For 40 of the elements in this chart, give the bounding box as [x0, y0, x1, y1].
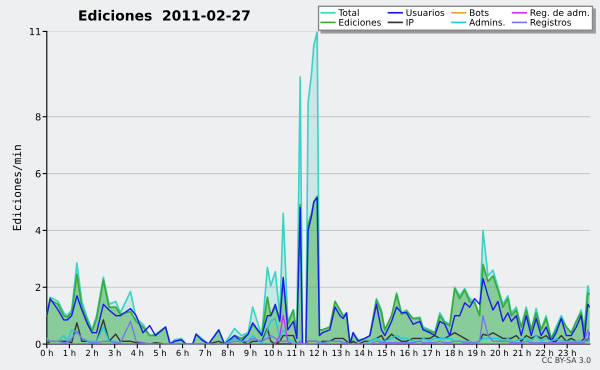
- x-tick-label: 10 h: [264, 350, 282, 356]
- x-tick-label: 8 h: [222, 350, 234, 356]
- x-tick-label: 17 h: [423, 350, 440, 356]
- x-tick-label: 23 h: [558, 350, 576, 356]
- legend-label: IP: [406, 18, 414, 26]
- x-tick-label: 3 h: [108, 350, 121, 356]
- x-tick-label: 16 h: [400, 350, 418, 356]
- x-tick-label: 2 h: [86, 350, 98, 356]
- legend-label: Usuarios: [406, 9, 444, 16]
- y-axis-title: Ediciones/min: [12, 145, 22, 230]
- x-tick-label: 21 h: [513, 350, 530, 356]
- x-tick-label: 5 h: [154, 350, 166, 356]
- x-tick-label: 19 h: [468, 350, 486, 356]
- x-tick-label: 12 h: [310, 350, 327, 356]
- legend-label: Ediciones: [339, 18, 381, 26]
- legend-label: Registros: [530, 18, 571, 28]
- y-tick-label: 6: [36, 170, 41, 178]
- x-tick-label: 7 h: [199, 350, 212, 356]
- x-tick-label: 22 h: [536, 350, 554, 356]
- chart-title: Ediciones 2011-02-27: [79, 10, 250, 21]
- y-tick-label: 4: [36, 227, 41, 234]
- x-tick-label: 18 h: [446, 350, 463, 356]
- x-tick-label: 9 h: [244, 350, 256, 356]
- legend-label: Total: [338, 9, 359, 16]
- legend-label: Admins.: [469, 18, 504, 26]
- x-tick-label: 14 h: [355, 350, 372, 356]
- x-tick-label: 11 h: [287, 350, 304, 356]
- x-tick-label: 4 h: [131, 350, 144, 356]
- y-tick-label: 11: [30, 28, 40, 36]
- legend-label: Bots: [470, 9, 489, 16]
- y-tick-label: 2: [36, 284, 40, 291]
- x-tick-label: 15 h: [378, 350, 395, 356]
- y-tick-label: 0: [36, 340, 41, 348]
- y-tick-label: 8: [36, 113, 41, 121]
- x-tick-label: 6 h: [176, 350, 188, 356]
- x-tick-label: 1 h: [64, 350, 76, 356]
- x-tick-label: 13 h: [332, 350, 350, 356]
- legend-label: Reg. de adm.: [530, 9, 589, 18]
- x-tick-label: 0 h: [40, 350, 53, 356]
- x-tick-label: 20 h: [490, 350, 508, 356]
